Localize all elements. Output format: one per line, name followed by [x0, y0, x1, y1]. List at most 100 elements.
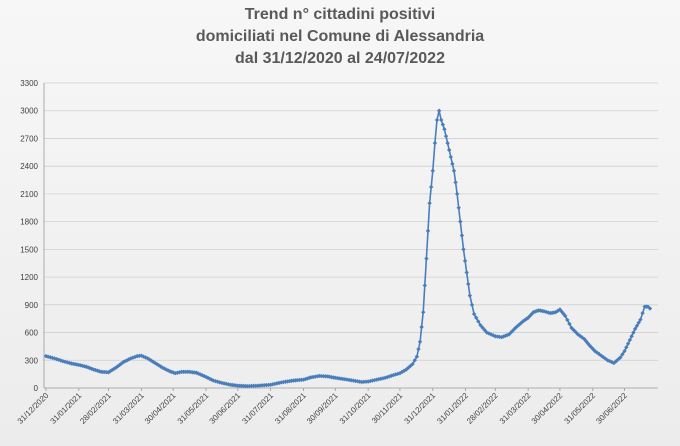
data-point: [78, 363, 83, 368]
data-point: [577, 333, 583, 339]
y-axis-tick-labels: 0 300 600 900 1200 1500 1800 2100 2400 2700 3000 33…: [20, 79, 38, 393]
x-tick-label: 31/07/2021: [240, 391, 275, 426]
data-point: [456, 205, 461, 210]
data-point: [80, 363, 85, 369]
data-point: [249, 383, 254, 389]
data-point: [541, 309, 547, 314]
data-point: [221, 381, 227, 386]
data-point: [211, 378, 216, 383]
data-point: [443, 133, 449, 139]
x-tick-label: 31/12/2021: [403, 391, 438, 426]
data-point: [432, 140, 438, 146]
data-point: [425, 228, 431, 234]
data-point: [478, 322, 483, 328]
data-point: [173, 371, 178, 376]
data-point: [638, 317, 643, 322]
x-axis-tick-labels: 31/12/202031/01/202128/02/202131/03/2021…: [16, 391, 630, 426]
x-tick-label: 28/02/2022: [465, 391, 500, 426]
data-point: [152, 360, 158, 366]
data-point: [416, 346, 421, 352]
data-point: [480, 325, 485, 330]
data-point: [464, 270, 469, 275]
data-point: [518, 320, 524, 326]
x-tick-label: 31/08/2021: [273, 391, 308, 426]
y-tick-label: 2100: [20, 190, 38, 199]
x-tick-label: 31/05/2021: [176, 391, 211, 426]
data-point: [534, 308, 540, 314]
data-point: [565, 317, 570, 323]
data-point: [645, 304, 651, 309]
data-point: [419, 324, 424, 330]
data-point: [156, 363, 162, 368]
y-tick-label: 2700: [20, 134, 38, 143]
data-point: [422, 283, 428, 288]
data-point: [647, 306, 653, 311]
axes: [43, 83, 658, 391]
data-point: [412, 358, 417, 363]
data-point: [428, 184, 434, 190]
data-point: [605, 358, 610, 363]
data-point: [561, 311, 566, 316]
y-tick-label: 3000: [20, 107, 38, 116]
data-point: [223, 381, 229, 387]
series-line: [45, 110, 651, 388]
data-point: [583, 338, 589, 344]
data-point: [160, 365, 165, 370]
data-point: [527, 313, 533, 319]
data-point: [203, 374, 209, 380]
data-point: [434, 117, 440, 123]
data-point: [476, 319, 481, 324]
data-point: [563, 313, 568, 319]
data-point: [553, 310, 558, 315]
x-tick-label: 31/03/2022: [498, 391, 533, 426]
data-point: [474, 315, 479, 320]
data-point: [462, 258, 468, 264]
chart-title: Trend n° cittadini positivi domiciliati …: [0, 4, 680, 70]
data-point: [594, 350, 600, 355]
chart-title-line-2: domiciliati nel Comune di Alessandria: [195, 28, 485, 45]
data-point: [467, 293, 473, 298]
data-point: [636, 320, 641, 325]
data-point: [629, 334, 634, 339]
data-point: [632, 326, 638, 332]
x-tick-label: 30/04/2022: [530, 391, 565, 426]
data-point: [466, 281, 471, 287]
data-point: [631, 330, 636, 335]
y-tick-label: 1200: [20, 273, 38, 282]
data-point: [440, 122, 446, 127]
data-point: [579, 335, 585, 340]
data-point: [448, 154, 453, 160]
data-point: [508, 330, 514, 335]
chart-title-line-3: dal 31/12/2020 al 24/07/2022: [235, 50, 445, 67]
data-point: [624, 345, 629, 350]
data-point: [461, 247, 466, 252]
data-point: [587, 343, 592, 348]
data-point: [607, 358, 612, 364]
data-point: [590, 346, 596, 352]
y-tick-label: 300: [25, 356, 39, 365]
data-point: [634, 323, 640, 328]
x-tick-label: 31/10/2021: [338, 391, 373, 426]
data-point: [427, 200, 432, 206]
data-point: [627, 337, 633, 343]
x-tick-label: 31/03/2021: [111, 391, 146, 426]
data-point: [567, 321, 572, 327]
data-point: [622, 348, 627, 354]
data-point: [601, 354, 606, 360]
data-point: [620, 352, 625, 357]
data-point: [450, 161, 455, 167]
data-point: [453, 180, 458, 185]
data-point: [430, 168, 435, 174]
data-point: [60, 358, 66, 364]
y-tick-label: 0: [34, 384, 39, 393]
x-tick-label: 30/06/2022: [594, 391, 629, 426]
data-point: [436, 108, 442, 113]
chart-title-line-1: Trend n° cittadini positivi: [244, 6, 436, 23]
y-tick-label: 3300: [20, 79, 38, 88]
data-point: [585, 341, 591, 346]
x-tick-label: 30/09/2021: [305, 391, 340, 426]
data-point: [164, 367, 169, 372]
data-point: [454, 191, 460, 197]
